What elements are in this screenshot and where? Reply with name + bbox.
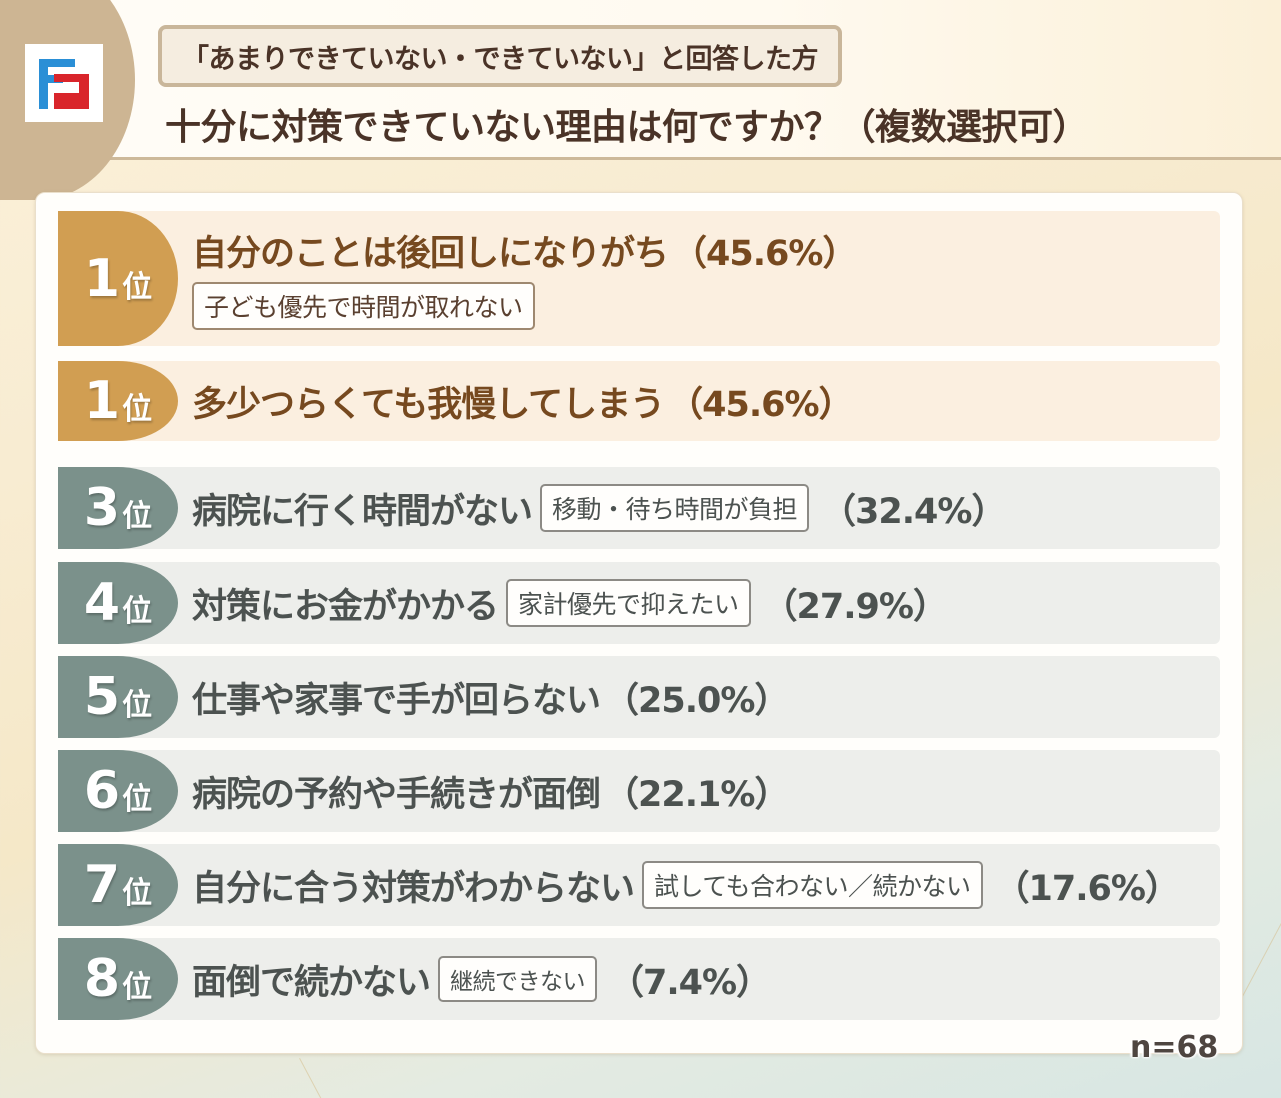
rank-suffix: 位	[122, 392, 153, 427]
rank-badge: 4 位	[58, 562, 178, 644]
ranking-row: 7 位 自分に合う対策がわからない 試しても合わない／続かない （17.6%）	[58, 844, 1220, 926]
row-content: 面倒で続かない 継続できない （7.4%）	[192, 938, 771, 1020]
rank-suffix: 位	[122, 269, 153, 305]
reason-label: 自分に合う対策がわからない	[192, 868, 635, 909]
rank-number: 5	[83, 667, 120, 727]
rank-suffix: 位	[122, 876, 153, 911]
rank-badge: 1 位	[58, 211, 178, 346]
rank-badge: 1 位	[58, 361, 178, 441]
reason-label: 面倒で続かない	[192, 962, 431, 1003]
row-content: 病院に行く時間がない 移動・待ち時間が負担 （32.4%）	[192, 467, 1006, 549]
f-logo-icon	[39, 59, 89, 109]
rank-suffix: 位	[122, 782, 153, 817]
rank-number: 3	[83, 478, 120, 538]
reason-detail-tag: 子ども優先で時間が取れない	[192, 282, 535, 330]
page-title: 十分に対策できていない理由は何ですか？（複数選択可）	[165, 107, 1089, 148]
row-content: 自分に合う対策がわからない 試しても合わない／続かない （17.6%）	[192, 844, 1180, 926]
rank-suffix: 位	[122, 594, 153, 629]
rank-number: 1	[83, 371, 120, 431]
percentage: （32.4%）	[821, 491, 1006, 532]
percentage: （27.9%）	[762, 586, 948, 627]
reason-label: 自分のことは後回しになりがち	[192, 234, 669, 274]
rank-badge: 8 位	[58, 938, 178, 1020]
reason-detail-tag: 試しても合わない／続かない	[642, 861, 983, 909]
rank-suffix: 位	[122, 970, 153, 1005]
reason-label: 病院に行く時間がない	[192, 491, 533, 532]
percentage: （45.6%）	[672, 234, 857, 274]
rank-badge: 3 位	[58, 467, 178, 549]
header: 「あまりできていない・できていない」と回答した方 十分に対策できていない理由は何…	[0, 0, 1281, 200]
sample-size: n=68	[1130, 1030, 1219, 1065]
reason-detail-tag: 継続できない	[438, 956, 598, 1002]
rank-number: 7	[83, 855, 120, 915]
ranking-panel: 1 位 自分のことは後回しになりがち （45.6%） 子ども優先で時間が取れない 1…	[35, 192, 1243, 1054]
rank-suffix: 位	[122, 499, 153, 534]
row-content: 自分のことは後回しになりがち （45.6%） 子ども優先で時間が取れない	[192, 225, 857, 330]
row-content: 仕事や家事で手が回らない （25.0%）	[192, 656, 789, 738]
rank-number: 4	[83, 573, 120, 633]
reason-detail-tag: 家計優先で抑えたい	[506, 579, 751, 627]
ranking-row: 4 位 対策にお金がかかる 家計優先で抑えたい （27.9%）	[58, 562, 1220, 644]
percentage: （17.6%）	[994, 868, 1180, 909]
percentage: （7.4%）	[609, 962, 771, 1003]
respondent-filter-label: 「あまりできていない・できていない」と回答した方	[158, 25, 842, 87]
reason-label: 仕事や家事で手が回らない	[192, 680, 601, 721]
background-vein	[299, 1058, 329, 1098]
ranking-row: 1 位 多少つらくても我慢してしまう （45.6%）	[58, 361, 1220, 441]
percentage: （25.0%）	[604, 680, 789, 721]
percentage: （45.6%）	[668, 384, 853, 425]
reason-label: 対策にお金がかかる	[192, 586, 499, 627]
row-content: 多少つらくても我慢してしまう （45.6%）	[192, 361, 854, 441]
reason-detail-tag: 移動・待ち時間が負担	[540, 484, 810, 532]
ranking-row: 5 位 仕事や家事で手が回らない （25.0%）	[58, 656, 1220, 738]
rank-badge: 5 位	[58, 656, 178, 738]
brand-logo	[25, 44, 103, 122]
reason-label: 多少つらくても我慢してしまう	[192, 384, 665, 425]
row-content: 対策にお金がかかる 家計優先で抑えたい （27.9%）	[192, 562, 948, 644]
ranking-row: 8 位 面倒で続かない 継続できない （7.4%）	[58, 938, 1220, 1020]
reason-label: 病院の予約や手続きが面倒	[192, 774, 601, 815]
row-content: 病院の予約や手続きが面倒 （22.1%）	[192, 750, 789, 832]
rank-badge: 7 位	[58, 844, 178, 926]
rank-suffix: 位	[122, 688, 153, 723]
row-headline: 自分のことは後回しになりがち （45.6%）	[192, 225, 857, 276]
percentage: （22.1%）	[604, 774, 789, 815]
rank-number: 1	[83, 248, 120, 309]
rank-number: 8	[83, 949, 120, 1009]
ranking-row: 1 位 自分のことは後回しになりがち （45.6%） 子ども優先で時間が取れない	[58, 211, 1220, 346]
background-vein	[1240, 876, 1281, 1001]
ranking-row: 6 位 病院の予約や手続きが面倒 （22.1%）	[58, 750, 1220, 832]
rank-badge: 6 位	[58, 750, 178, 832]
rank-number: 6	[83, 761, 120, 821]
ranking-row: 3 位 病院に行く時間がない 移動・待ち時間が負担 （32.4%）	[58, 467, 1220, 549]
